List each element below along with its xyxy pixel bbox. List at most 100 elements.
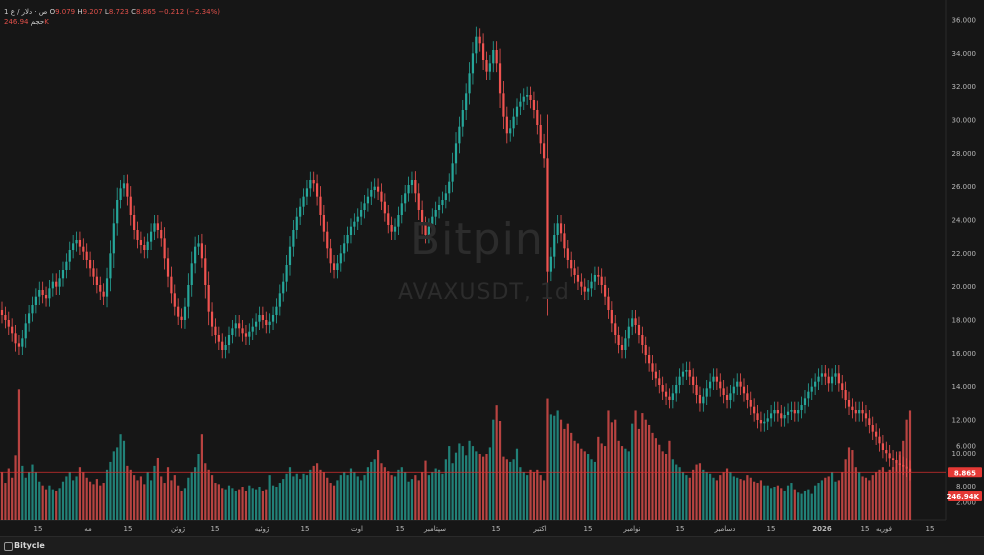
volume-bar <box>841 472 844 520</box>
candle-body <box>431 216 434 227</box>
candle-body <box>854 410 857 414</box>
candle-body <box>631 318 634 327</box>
price-tick-label: 18.000 <box>952 317 977 325</box>
volume-bar <box>786 485 790 520</box>
candle-body <box>461 110 464 127</box>
candle-body <box>244 333 248 337</box>
candle-body <box>719 381 722 389</box>
candle-body <box>861 410 864 414</box>
volume-bar <box>271 485 275 520</box>
candle-body <box>166 258 170 277</box>
candle-body <box>570 260 573 269</box>
time-tick-label: 15 <box>584 525 593 533</box>
candle-body <box>698 395 702 404</box>
volume-bar <box>0 472 4 520</box>
volume-bar <box>78 467 82 520</box>
volume-bar <box>339 475 342 520</box>
candle-body <box>271 315 275 322</box>
candle-body <box>315 183 319 197</box>
candle-body <box>793 410 796 414</box>
ohlc-legend: 1 ص · دلار / ع O9.079 H9.207 L8.723 C8.8… <box>4 8 220 16</box>
volume-bar <box>441 473 444 520</box>
volume-bar <box>366 467 370 520</box>
volume-bar <box>55 490 58 520</box>
time-tick-label: اوت <box>351 525 363 533</box>
candle-body <box>407 185 410 194</box>
volume-bar <box>214 483 217 520</box>
volume-bar <box>587 454 590 520</box>
volume-bar <box>478 454 481 520</box>
candle-body <box>397 215 400 227</box>
candle-body <box>251 326 254 332</box>
candle-body <box>227 335 231 345</box>
volume-tick-label: 6.000 <box>956 443 976 451</box>
candle-body <box>509 128 512 134</box>
candle-body <box>654 371 657 379</box>
volume-bar <box>763 485 766 520</box>
price-chart[interactable]: 8.000 10.000 12.000 14.000 16.000 18.000 20.00… <box>0 0 984 536</box>
volume-bar <box>495 405 498 520</box>
volume-bar <box>119 434 122 520</box>
volume-bar <box>553 415 556 520</box>
candle-body <box>214 326 217 335</box>
price-tick-label: 12.000 <box>952 417 977 425</box>
price-tick-label: 26.000 <box>952 183 977 191</box>
volume-bar <box>858 472 861 520</box>
candle-body <box>24 323 27 339</box>
candle-body <box>668 396 671 400</box>
volume-bar <box>468 440 471 520</box>
candle-body <box>75 240 78 244</box>
volume-bar <box>156 457 159 520</box>
volume-bar <box>397 469 400 520</box>
candle-body <box>265 320 268 325</box>
candle-body <box>156 223 159 230</box>
candle-body <box>766 418 769 422</box>
volume-bar <box>363 475 366 520</box>
candle-body <box>905 466 908 469</box>
volume-bar <box>878 469 881 520</box>
candle-body <box>421 210 424 225</box>
candle-body <box>875 431 878 437</box>
candle-body <box>38 290 41 297</box>
candle-body <box>275 306 278 315</box>
volume-bar <box>773 487 776 520</box>
candle-body <box>441 200 444 205</box>
volume-bar <box>312 465 315 520</box>
candle-body <box>471 53 475 74</box>
volume-bar <box>824 477 827 520</box>
volume-bar <box>4 483 7 520</box>
volume-bar <box>661 451 664 520</box>
candle-body <box>664 391 668 397</box>
candle-body <box>695 385 698 395</box>
volume-bar <box>400 467 403 520</box>
candle-body <box>902 465 905 467</box>
candle-body <box>482 43 485 60</box>
bitycle-logo-icon <box>4 542 13 551</box>
volume-bar <box>404 472 407 520</box>
candle-body <box>722 388 725 395</box>
candle-body <box>559 223 563 234</box>
time-tick-label: ژوئیه <box>255 525 270 533</box>
candle-body <box>204 258 207 285</box>
candle-body <box>786 411 790 415</box>
volume-bar <box>454 452 458 520</box>
candle-body <box>634 318 637 325</box>
candle-body <box>614 323 617 335</box>
volume-bar <box>41 485 44 520</box>
volume-bar <box>326 477 329 520</box>
candle-body <box>133 215 136 230</box>
candle-body <box>759 420 763 424</box>
volume-bar <box>200 434 203 520</box>
candle-body <box>502 93 505 117</box>
candle-body <box>410 180 414 185</box>
volume-bar <box>563 428 566 520</box>
volume-bar <box>719 475 722 520</box>
volume-bar <box>685 475 688 520</box>
legend-low: 8.723 <box>108 8 129 16</box>
volume-bar <box>221 488 224 520</box>
time-tick-label: 15 <box>396 525 405 533</box>
volume-tick-label: 2.000 <box>956 499 976 507</box>
candle-body <box>627 326 630 339</box>
volume-bar <box>807 489 810 520</box>
